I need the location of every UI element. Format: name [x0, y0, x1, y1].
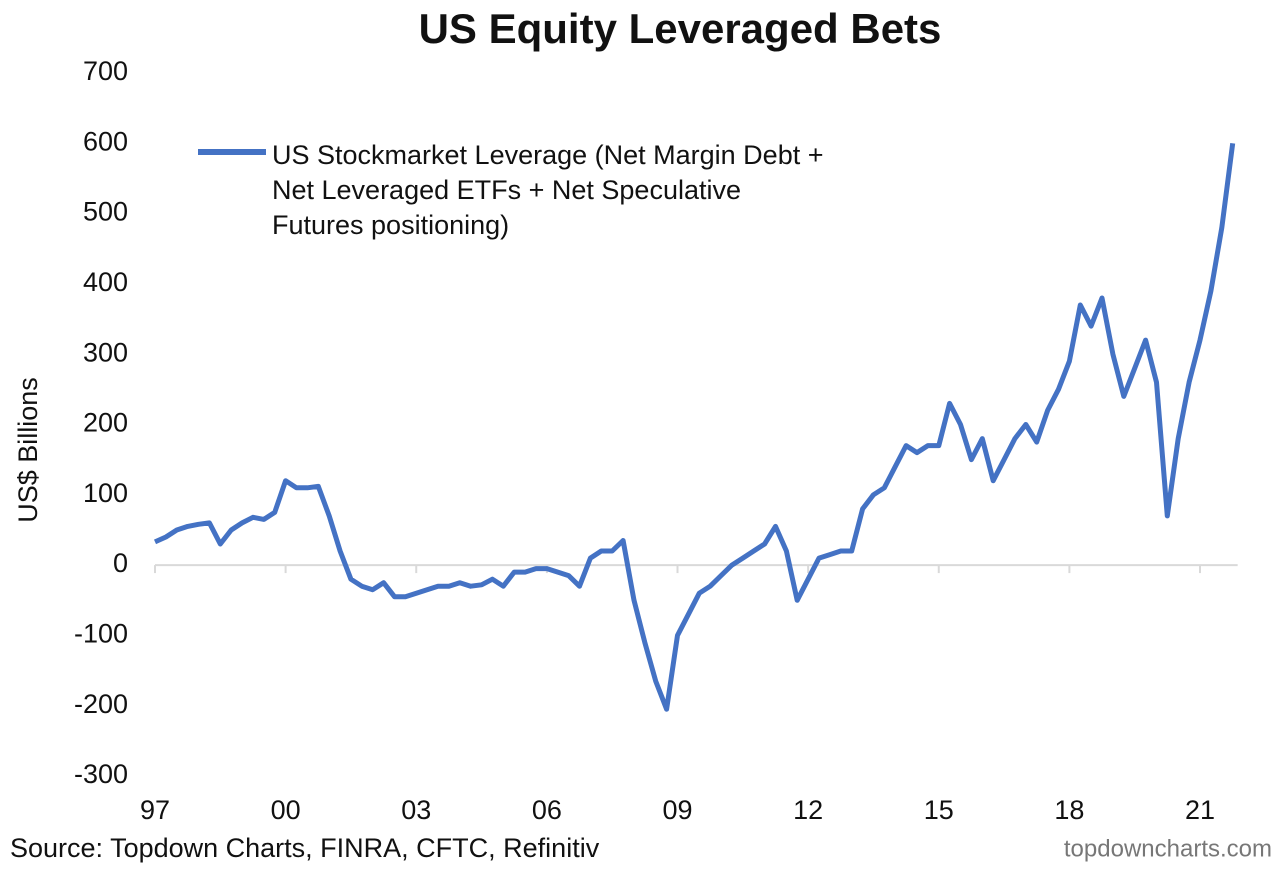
- x-tick-label: 97: [140, 795, 170, 825]
- y-tick-label: 300: [83, 337, 128, 367]
- y-tick-label: 500: [83, 197, 128, 227]
- x-tick-label: 15: [924, 795, 954, 825]
- x-tick-label: 12: [793, 795, 823, 825]
- y-tick-label: 0: [113, 548, 128, 578]
- y-axis-label: US$ Billions: [13, 377, 43, 523]
- x-tick-label: 09: [662, 795, 692, 825]
- x-tick-label: 03: [401, 795, 431, 825]
- data-line: [153, 142, 1236, 712]
- x-tick-label: 06: [532, 795, 562, 825]
- y-tick-label: 200: [83, 408, 128, 438]
- source: Source: Topdown Charts, FINRA, CFTC, Ref…: [10, 833, 600, 863]
- y-tick-label: 100: [83, 478, 128, 508]
- x-tick-label: 18: [1054, 795, 1084, 825]
- y-tick-label: -100: [74, 619, 128, 649]
- legend-label: US Stockmarket Leverage (Net Margin Debt…: [272, 140, 824, 240]
- x-tick-label: 00: [271, 795, 301, 825]
- y-tick-label: 400: [83, 267, 128, 297]
- watermark: topdowncharts.com: [1064, 835, 1272, 862]
- y-tick-label: -300: [74, 759, 128, 789]
- y-tick-label: -200: [74, 689, 128, 719]
- y-tick-label: 700: [83, 56, 128, 86]
- y-tick-label: 600: [83, 126, 128, 156]
- x-tick-label: 21: [1185, 795, 1215, 825]
- chart-title: US Equity Leveraged Bets: [419, 5, 942, 52]
